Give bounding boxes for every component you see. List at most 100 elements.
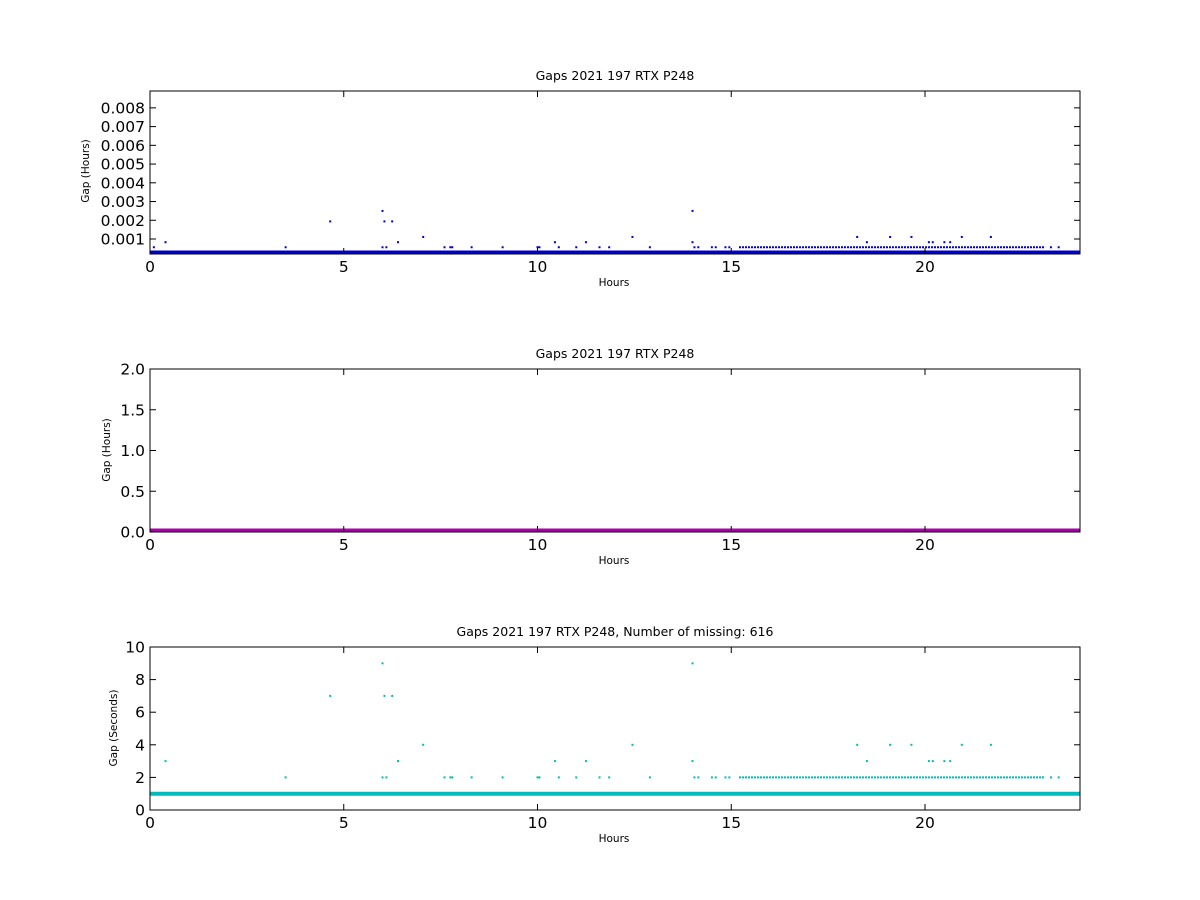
data-point xyxy=(931,241,934,244)
data-point xyxy=(284,246,287,249)
x-tick-label: 15 xyxy=(721,536,741,554)
data-point xyxy=(598,246,601,249)
x-tick-label: 10 xyxy=(528,814,548,832)
data-point xyxy=(710,246,713,249)
y-tick-label: 0.004 xyxy=(101,174,145,192)
data-point xyxy=(381,246,384,249)
data-point xyxy=(329,694,332,697)
y-tick-label: 0.007 xyxy=(101,118,145,136)
panel-3-frame xyxy=(149,646,1081,811)
data-point xyxy=(391,694,394,697)
panel-3-title: Gaps 2021 197 RTX P248, Number of missin… xyxy=(457,624,774,639)
x-tick-label: 5 xyxy=(339,258,349,276)
y-tick-label: 1.0 xyxy=(120,442,145,460)
data-point xyxy=(989,235,992,238)
panel-1-xlabel: Hours xyxy=(599,277,630,289)
data-point xyxy=(284,776,287,779)
x-tick-label: 10 xyxy=(528,258,548,276)
data-point xyxy=(470,246,473,249)
panel-2: Gaps 2021 197 RTX P248 Hours Gap (Hours)… xyxy=(101,346,1081,567)
data-point xyxy=(691,241,694,244)
data-point xyxy=(949,760,952,763)
data-point xyxy=(152,246,155,249)
panel-3: Gaps 2021 197 RTX P248, Number of missin… xyxy=(108,624,1081,845)
data-point xyxy=(557,776,560,779)
y-tick-label: 0 xyxy=(135,802,145,820)
data-point xyxy=(910,743,913,746)
data-point xyxy=(451,246,454,249)
x-tick-label: 20 xyxy=(915,258,935,276)
data-point xyxy=(889,743,892,746)
x-tick-label: 0 xyxy=(145,536,155,554)
data-point xyxy=(728,776,731,779)
y-tick-label: 8 xyxy=(135,671,145,689)
data-point xyxy=(397,241,399,244)
y-tick-label: 6 xyxy=(135,704,145,722)
data-point xyxy=(536,776,539,779)
panel-1: Gaps 2021 197 RTX P248 Hours Gap (Hours)… xyxy=(80,68,1081,289)
panel-2-ylabel: Gap (Hours) xyxy=(101,418,113,482)
data-point xyxy=(164,241,167,244)
data-point xyxy=(648,776,651,779)
data-point xyxy=(691,662,694,665)
data-point xyxy=(960,743,963,746)
data-point xyxy=(648,246,651,249)
data-point xyxy=(584,241,587,244)
data-point xyxy=(728,246,731,249)
data-point xyxy=(631,743,634,746)
x-tick-label: 0 xyxy=(145,814,155,832)
data-point xyxy=(501,776,504,779)
y-tick-label: 10 xyxy=(125,639,145,657)
data-point xyxy=(470,776,473,779)
data-point xyxy=(960,235,963,238)
y-tick-label: 0.006 xyxy=(101,137,145,155)
data-point xyxy=(385,776,388,779)
panel-2-frame xyxy=(149,368,1081,533)
data-point xyxy=(889,235,892,238)
data-point xyxy=(451,776,454,779)
data-point xyxy=(391,220,394,223)
data-point xyxy=(724,246,727,249)
data-point xyxy=(631,235,634,238)
data-point xyxy=(557,246,560,249)
x-tick-label: 20 xyxy=(915,536,935,554)
data-point xyxy=(1049,776,1052,779)
data-point xyxy=(608,776,611,779)
data-point xyxy=(383,694,386,697)
data-point xyxy=(553,241,556,244)
panel-2-xlabel: Hours xyxy=(599,555,630,567)
data-point xyxy=(910,235,913,238)
x-tick-label: 20 xyxy=(915,814,935,832)
panel-3-ylabel: Gap (Seconds) xyxy=(108,690,120,767)
data-point xyxy=(943,241,946,244)
data-point xyxy=(714,776,717,779)
data-point xyxy=(710,776,713,779)
y-tick-label: 0.5 xyxy=(120,483,145,501)
data-point xyxy=(691,760,694,763)
x-tick-label: 0 xyxy=(145,258,155,276)
data-point xyxy=(714,246,717,249)
data-point xyxy=(856,743,859,746)
data-point xyxy=(697,776,700,779)
data-point xyxy=(598,776,601,779)
y-tick-label: 2 xyxy=(135,769,145,787)
data-point xyxy=(584,760,587,763)
data-point xyxy=(989,743,992,746)
data-point xyxy=(381,209,384,212)
data-point xyxy=(553,760,556,763)
x-tick-label: 5 xyxy=(339,536,349,554)
y-tick-label: 0.0 xyxy=(120,524,145,542)
panel-1-title: Gaps 2021 197 RTX P248 xyxy=(536,68,695,83)
x-tick-label: 10 xyxy=(528,536,548,554)
data-point xyxy=(1057,776,1060,779)
data-point xyxy=(397,760,399,763)
data-point xyxy=(1049,246,1052,249)
data-point xyxy=(443,246,446,249)
data-point xyxy=(381,776,384,779)
data-point xyxy=(693,246,696,249)
data-point xyxy=(608,246,611,249)
data-point xyxy=(501,246,504,249)
data-point xyxy=(724,776,727,779)
data-point xyxy=(865,241,868,244)
